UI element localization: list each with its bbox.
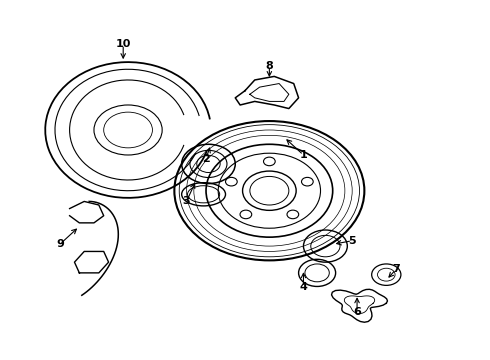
Polygon shape: [70, 202, 104, 223]
Text: 4: 4: [299, 282, 307, 292]
Text: 7: 7: [392, 264, 400, 274]
Text: 5: 5: [348, 236, 356, 246]
Text: 3: 3: [183, 197, 190, 206]
Text: 1: 1: [299, 150, 307, 160]
Polygon shape: [74, 251, 109, 273]
Text: 6: 6: [353, 307, 361, 317]
Text: 8: 8: [266, 61, 273, 71]
Text: 10: 10: [116, 39, 131, 49]
Text: 2: 2: [202, 154, 210, 163]
Text: 9: 9: [56, 239, 64, 249]
